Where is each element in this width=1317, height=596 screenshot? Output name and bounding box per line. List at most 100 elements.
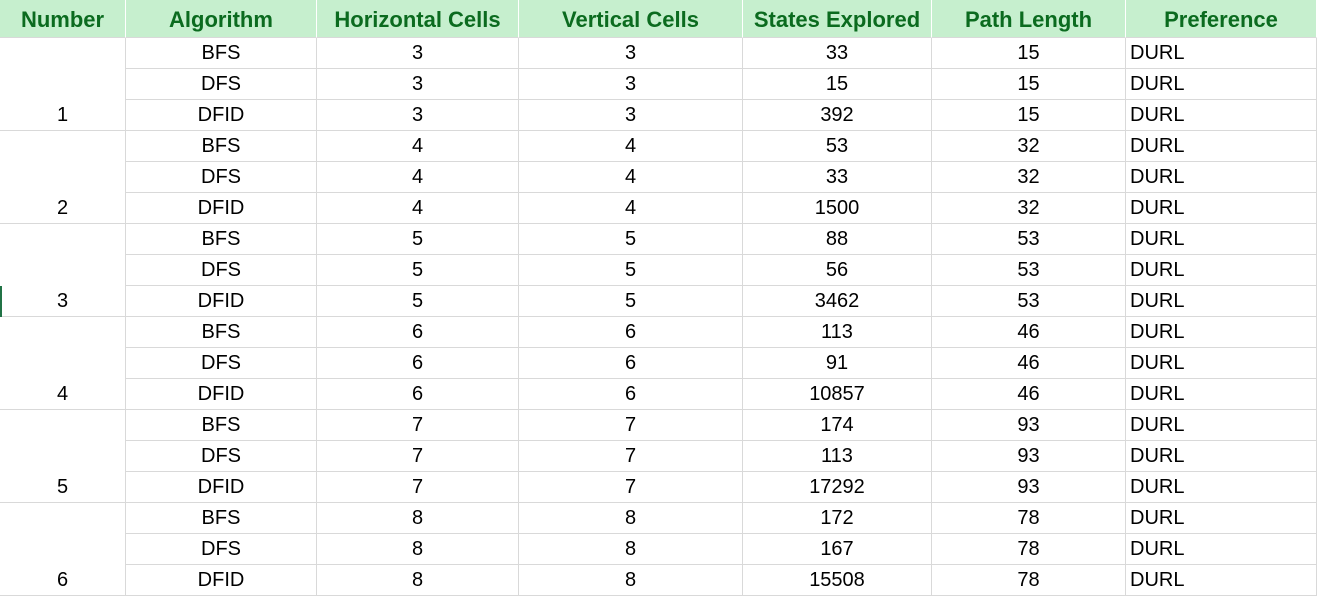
states-explored-cell[interactable]: 10857 xyxy=(743,379,932,410)
algorithm-cell[interactable]: DFS xyxy=(126,534,317,565)
states-explored-cell[interactable]: 113 xyxy=(743,441,932,472)
preference-cell[interactable]: DURL xyxy=(1126,100,1317,131)
preference-cell[interactable]: DURL xyxy=(1126,38,1317,69)
preference-cell[interactable]: DURL xyxy=(1126,193,1317,224)
path-length-cell[interactable]: 46 xyxy=(932,379,1126,410)
vertical-cells-cell[interactable]: 6 xyxy=(519,348,743,379)
preference-cell[interactable]: DURL xyxy=(1126,410,1317,441)
preference-cell[interactable]: DURL xyxy=(1126,286,1317,317)
horizontal-cells-cell[interactable]: 5 xyxy=(317,286,519,317)
horizontal-cells-cell[interactable]: 7 xyxy=(317,441,519,472)
horizontal-cells-cell[interactable]: 3 xyxy=(317,100,519,131)
states-explored-cell[interactable]: 1500 xyxy=(743,193,932,224)
vertical-cells-cell[interactable]: 3 xyxy=(519,69,743,100)
horizontal-cells-cell[interactable]: 6 xyxy=(317,348,519,379)
algorithm-cell[interactable]: DFS xyxy=(126,348,317,379)
path-length-cell[interactable]: 32 xyxy=(932,162,1126,193)
preference-cell[interactable]: DURL xyxy=(1126,534,1317,565)
vertical-cells-cell[interactable]: 6 xyxy=(519,379,743,410)
algorithm-cell[interactable]: BFS xyxy=(126,131,317,162)
algorithm-cell[interactable]: BFS xyxy=(126,317,317,348)
preference-cell[interactable]: DURL xyxy=(1126,379,1317,410)
algorithm-cell[interactable]: DFID xyxy=(126,193,317,224)
path-length-cell[interactable]: 32 xyxy=(932,193,1126,224)
preference-cell[interactable]: DURL xyxy=(1126,162,1317,193)
algorithm-cell[interactable]: BFS xyxy=(126,38,317,69)
states-explored-cell[interactable]: 113 xyxy=(743,317,932,348)
path-length-cell[interactable]: 32 xyxy=(932,131,1126,162)
preference-cell[interactable]: DURL xyxy=(1126,503,1317,534)
path-length-cell[interactable]: 78 xyxy=(932,534,1126,565)
horizontal-cells-cell[interactable]: 6 xyxy=(317,379,519,410)
vertical-cells-cell[interactable]: 5 xyxy=(519,255,743,286)
preference-cell[interactable]: DURL xyxy=(1126,224,1317,255)
algorithm-cell[interactable]: DFS xyxy=(126,441,317,472)
horizontal-cells-cell[interactable]: 3 xyxy=(317,69,519,100)
path-length-cell[interactable]: 53 xyxy=(932,286,1126,317)
preference-cell[interactable]: DURL xyxy=(1126,69,1317,100)
path-length-cell[interactable]: 15 xyxy=(932,69,1126,100)
vertical-cells-cell[interactable]: 3 xyxy=(519,38,743,69)
path-length-cell[interactable]: 53 xyxy=(932,224,1126,255)
algorithm-cell[interactable]: DFID xyxy=(126,100,317,131)
states-explored-cell[interactable]: 167 xyxy=(743,534,932,565)
states-explored-cell[interactable]: 172 xyxy=(743,503,932,534)
vertical-cells-cell[interactable]: 7 xyxy=(519,441,743,472)
preference-cell[interactable]: DURL xyxy=(1126,255,1317,286)
path-length-cell[interactable]: 15 xyxy=(932,38,1126,69)
states-explored-cell[interactable]: 3462 xyxy=(743,286,932,317)
header-cell-algorithm[interactable]: Algorithm xyxy=(126,0,317,38)
horizontal-cells-cell[interactable]: 4 xyxy=(317,162,519,193)
vertical-cells-cell[interactable]: 5 xyxy=(519,286,743,317)
vertical-cells-cell[interactable]: 4 xyxy=(519,193,743,224)
states-explored-cell[interactable]: 33 xyxy=(743,38,932,69)
path-length-cell[interactable]: 46 xyxy=(932,317,1126,348)
vertical-cells-cell[interactable]: 8 xyxy=(519,534,743,565)
vertical-cells-cell[interactable]: 7 xyxy=(519,410,743,441)
algorithm-cell[interactable]: DFS xyxy=(126,162,317,193)
vertical-cells-cell[interactable]: 4 xyxy=(519,162,743,193)
algorithm-cell[interactable]: DFID xyxy=(126,565,317,596)
path-length-cell[interactable]: 93 xyxy=(932,410,1126,441)
number-cell[interactable]: 5 xyxy=(0,410,126,503)
vertical-cells-cell[interactable]: 8 xyxy=(519,503,743,534)
vertical-cells-cell[interactable]: 6 xyxy=(519,317,743,348)
header-cell-number[interactable]: Number xyxy=(0,0,126,38)
path-length-cell[interactable]: 78 xyxy=(932,503,1126,534)
horizontal-cells-cell[interactable]: 4 xyxy=(317,193,519,224)
number-cell[interactable]: 1 xyxy=(0,38,126,131)
preference-cell[interactable]: DURL xyxy=(1126,317,1317,348)
states-explored-cell[interactable]: 15508 xyxy=(743,565,932,596)
algorithm-cell[interactable]: DFS xyxy=(126,255,317,286)
horizontal-cells-cell[interactable]: 8 xyxy=(317,503,519,534)
path-length-cell[interactable]: 78 xyxy=(932,565,1126,596)
horizontal-cells-cell[interactable]: 4 xyxy=(317,131,519,162)
horizontal-cells-cell[interactable]: 5 xyxy=(317,224,519,255)
path-length-cell[interactable]: 53 xyxy=(932,255,1126,286)
horizontal-cells-cell[interactable]: 5 xyxy=(317,255,519,286)
algorithm-cell[interactable]: BFS xyxy=(126,503,317,534)
preference-cell[interactable]: DURL xyxy=(1126,441,1317,472)
vertical-cells-cell[interactable]: 5 xyxy=(519,224,743,255)
number-cell[interactable]: 4 xyxy=(0,317,126,410)
header-cell-path-length[interactable]: Path Length xyxy=(932,0,1126,38)
states-explored-cell[interactable]: 88 xyxy=(743,224,932,255)
states-explored-cell[interactable]: 17292 xyxy=(743,472,932,503)
number-cell[interactable]: 3 xyxy=(0,224,126,317)
header-cell-horizontal-cells[interactable]: Horizontal Cells xyxy=(317,0,519,38)
header-cell-states-explored[interactable]: States Explored xyxy=(743,0,932,38)
header-cell-vertical-cells[interactable]: Vertical Cells xyxy=(519,0,743,38)
path-length-cell[interactable]: 93 xyxy=(932,441,1126,472)
algorithm-cell[interactable]: DFID xyxy=(126,379,317,410)
vertical-cells-cell[interactable]: 3 xyxy=(519,100,743,131)
horizontal-cells-cell[interactable]: 7 xyxy=(317,472,519,503)
number-cell[interactable]: 6 xyxy=(0,503,126,596)
path-length-cell[interactable]: 15 xyxy=(932,100,1126,131)
vertical-cells-cell[interactable]: 8 xyxy=(519,565,743,596)
algorithm-cell[interactable]: DFID xyxy=(126,472,317,503)
horizontal-cells-cell[interactable]: 8 xyxy=(317,565,519,596)
vertical-cells-cell[interactable]: 7 xyxy=(519,472,743,503)
algorithm-cell[interactable]: DFID xyxy=(126,286,317,317)
preference-cell[interactable]: DURL xyxy=(1126,565,1317,596)
algorithm-cell[interactable]: BFS xyxy=(126,224,317,255)
